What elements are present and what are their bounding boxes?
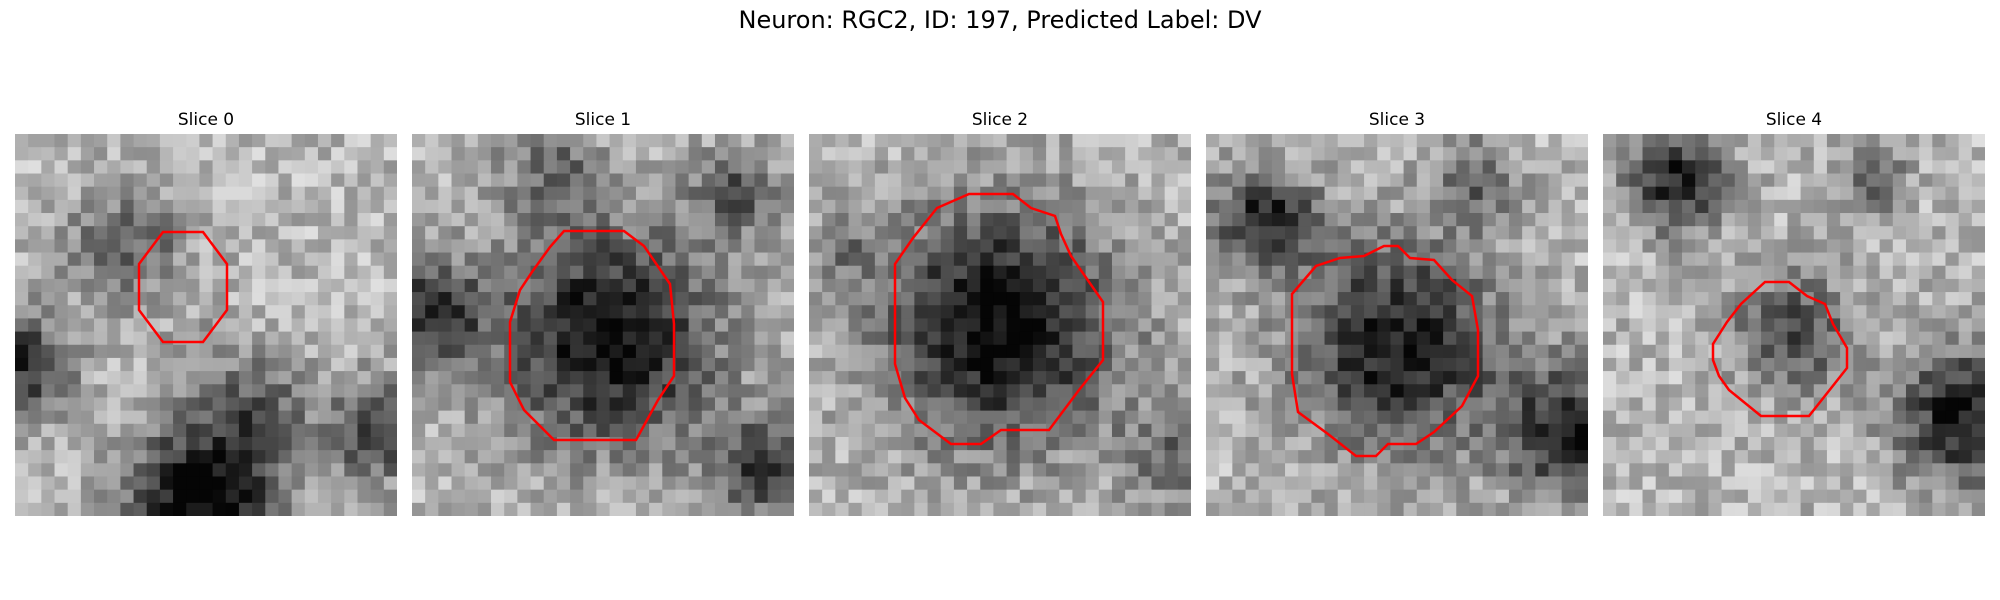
- slice-title-1: Slice 1: [574, 110, 632, 130]
- slice-image-2: [809, 134, 1191, 516]
- slice-image-1-svg: [412, 134, 794, 516]
- slice-image-4: [1603, 134, 1985, 516]
- slice-image-0: [15, 134, 397, 516]
- slice-image-4-svg: [1603, 134, 1985, 516]
- slice-title-2: Slice 2: [971, 110, 1029, 130]
- cell-contour-4: [1711, 280, 1849, 418]
- slice-title-4: Slice 4: [1765, 110, 1823, 130]
- slice-image-0-svg: [15, 134, 397, 516]
- cell-contour-2: [893, 192, 1105, 446]
- slice-title-3: Slice 3: [1368, 110, 1426, 130]
- slice-image-3-svg: [1206, 134, 1588, 516]
- cell-contour-0: [137, 230, 229, 344]
- slice-title-0: Slice 0: [177, 110, 235, 130]
- figure-title: Neuron: RGC2, ID: 197, Predicted Label: …: [738, 6, 1262, 34]
- cell-contour-1: [508, 229, 676, 442]
- slice-image-1: [412, 134, 794, 516]
- slice-image-3: [1206, 134, 1588, 516]
- slice-image-2-svg: [809, 134, 1191, 516]
- cell-contour-3: [1290, 244, 1480, 458]
